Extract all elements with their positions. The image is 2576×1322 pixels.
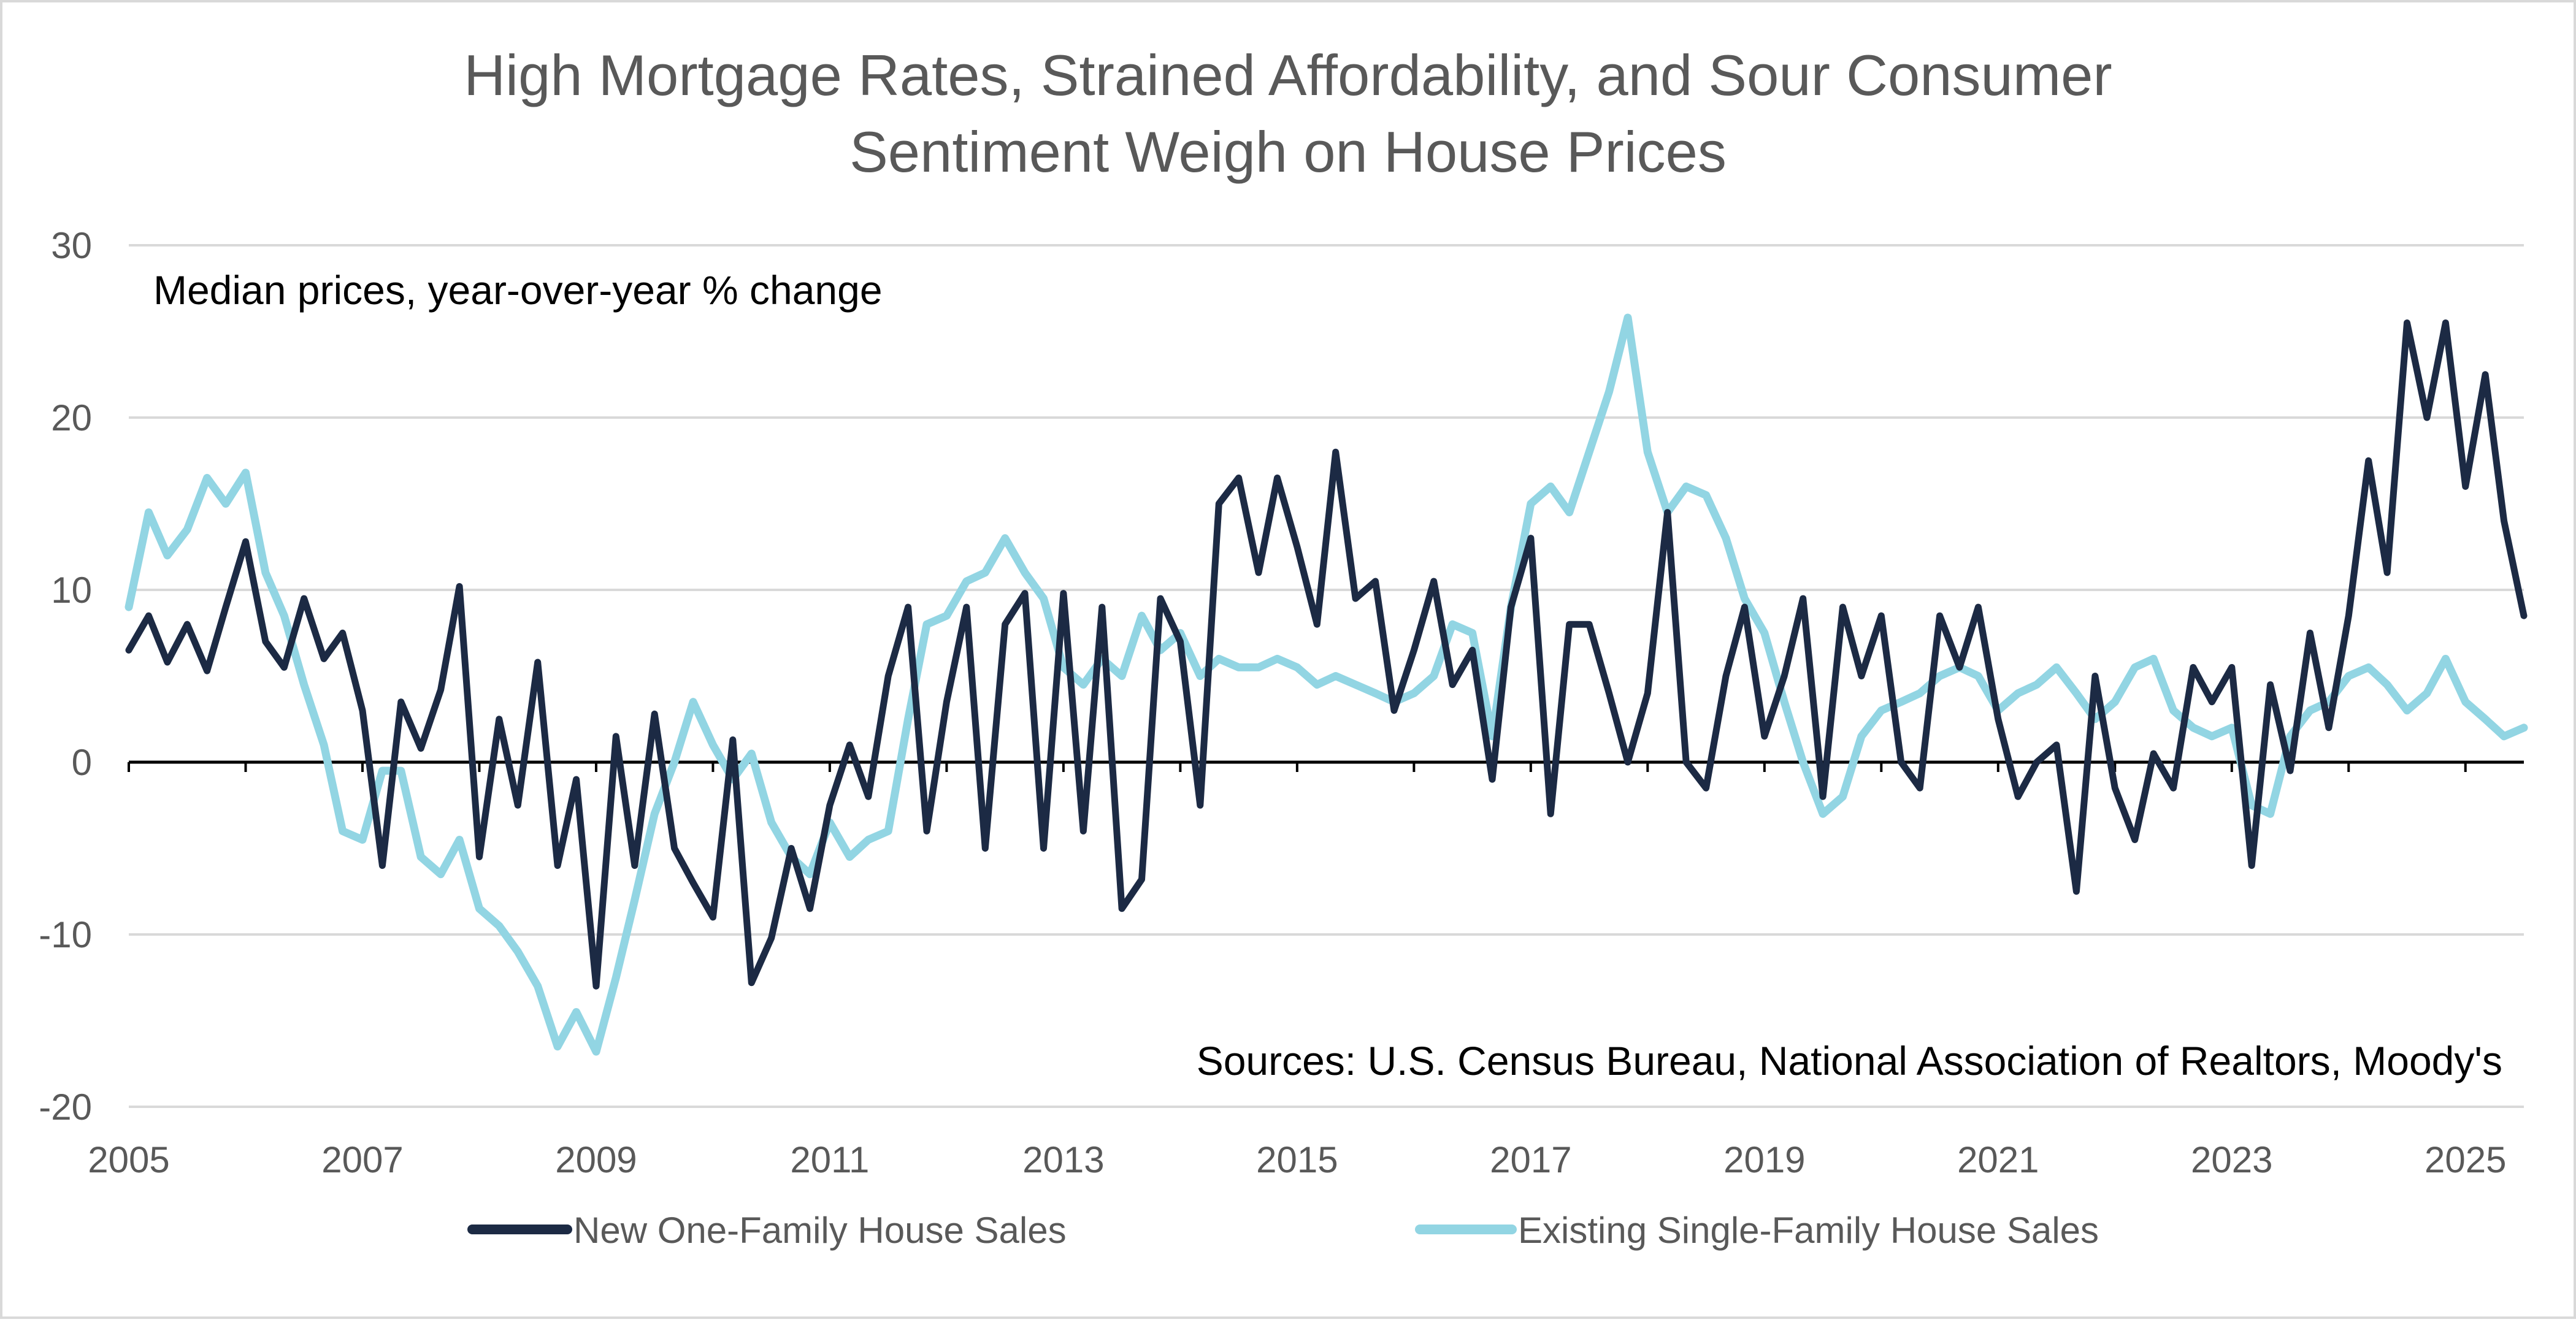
legend: New One-Family House Sales Existing Sing… (467, 1210, 2099, 1251)
x-tick-label: 2005 (88, 1139, 169, 1180)
y-tick-label: 10 (51, 570, 92, 611)
gridlines (128, 244, 2524, 1108)
x-tick-label: 2011 (790, 1139, 869, 1180)
y-tick-label: 0 (72, 742, 92, 783)
x-tick-label: 2023 (2191, 1139, 2272, 1180)
x-tick-label: 2021 (1957, 1139, 2039, 1180)
x-tick-label: 2015 (1256, 1139, 1338, 1180)
y-tick-label: 30 (51, 225, 92, 266)
x-tick-label: 2025 (2425, 1139, 2506, 1180)
y-tick-label: -20 (39, 1087, 92, 1128)
source-note: Sources: U.S. Census Bureau, National As… (1197, 1038, 2502, 1083)
x-tick-label: 2019 (1723, 1139, 1805, 1180)
y-tick-label: -10 (39, 914, 92, 955)
series-line-existing-single-family (125, 313, 2528, 1056)
chart-subtitle: Median prices, year-over-year % change (153, 267, 883, 313)
plot-series (125, 313, 2528, 1056)
series-line-new-one-family (125, 319, 2528, 990)
y-tick-labels: 30 20 10 0 -10 -20 (39, 225, 92, 1128)
chart-title-line-1: High Mortgage Rates, Strained Affordabil… (464, 43, 2112, 107)
x-tick-labels: 2005 2007 2009 2011 2013 2015 2017 2019 2021 2023… (88, 1139, 2506, 1180)
legend-label-new: New One-Family House Sales (573, 1210, 1067, 1251)
x-tick-label: 2007 (321, 1139, 403, 1180)
x-tick-label: 2013 (1022, 1139, 1104, 1180)
chart-title-line-2: Sentiment Weigh on House Prices (849, 120, 1727, 184)
legend-label-existing: Existing Single-Family House Sales (1518, 1210, 2099, 1251)
y-tick-label: 20 (51, 397, 92, 438)
x-tick-label: 2009 (555, 1139, 637, 1180)
x-tick-label: 2017 (1490, 1139, 1571, 1180)
